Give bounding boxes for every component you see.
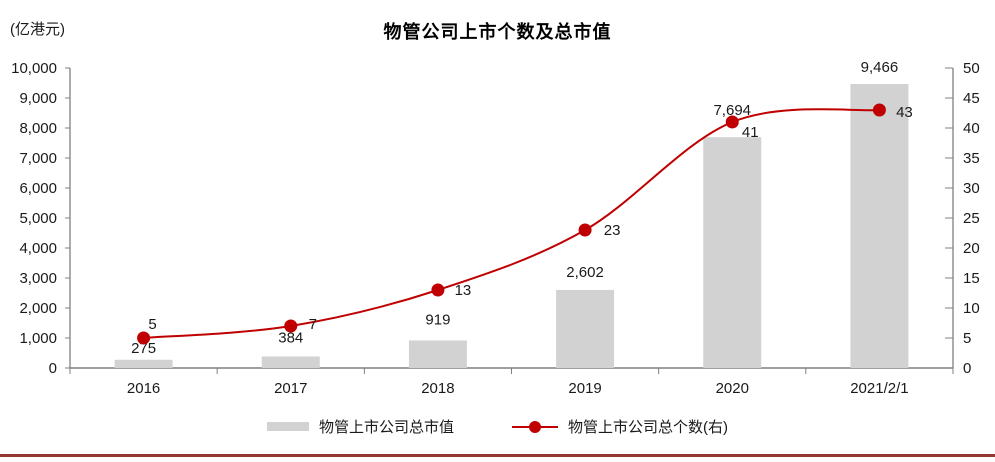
right-axis-tick-label: 15 [963,270,980,287]
bottom-accent-rule [0,454,995,457]
bar-data-label: 9,466 [861,59,899,76]
x-axis-category-label: 2018 [421,380,454,397]
bar-data-label: 919 [425,311,450,328]
left-axis-tick-label: 3,000 [19,270,57,287]
left-axis-tick-label: 10,000 [11,60,57,77]
right-axis-tick-label: 45 [963,90,980,107]
line-data-label: 13 [455,282,472,299]
left-axis-tick-label: 6,000 [19,180,57,197]
bar-data-label: 384 [278,329,303,346]
chart-title: 物管公司上市个数及总市值 [383,22,612,42]
line-data-label: 41 [742,124,759,141]
chart-legend: 物管上市公司总市值 物管上市公司总个数(右) [0,416,995,437]
x-axis-category-label: 2020 [716,380,749,397]
bar-2017 [261,356,320,368]
right-axis-tick-label: 10 [963,300,980,317]
bar-2020 [703,137,762,368]
line-marker-2019 [578,223,592,237]
bar-data-label: 2,602 [566,264,604,281]
bar-data-label: 275 [131,340,156,357]
right-axis-tick-label: 5 [963,330,971,347]
legend-label-market-cap: 物管上市公司总市值 [318,419,454,436]
bar-2021/2/1 [850,84,909,369]
left-axis-tick-label: 7,000 [19,150,57,167]
line-data-label: 5 [148,316,156,333]
right-axis-tick-label: 35 [963,150,980,167]
x-axis-category-label: 2019 [568,380,601,397]
line-marker-2016 [137,331,151,345]
line-marker-2017 [284,319,298,333]
right-axis-tick-label: 25 [963,210,980,227]
legend-label-company-count: 物管上市公司总个数(右) [568,419,728,436]
bar-2016 [114,359,173,368]
bar-series-swatch-icon [266,422,309,431]
right-axis-tick-label: 40 [963,120,980,137]
legend-item-company-count: 物管上市公司总个数(右) [512,416,728,437]
line-data-label: 43 [896,104,913,121]
bar-2018 [408,340,467,368]
left-axis-tick-label: 0 [49,360,57,377]
right-axis-tick-label: 20 [963,240,980,257]
left-axis-tick-label: 1,000 [19,330,57,347]
left-axis-tick-label: 5,000 [19,210,57,227]
right-axis-tick-label: 30 [963,180,980,197]
bar-2019 [556,289,615,368]
line-marker-2020 [725,115,739,129]
left-axis-tick-label: 4,000 [19,240,57,257]
line-series-path [143,108,880,339]
line-marker-2021/2/1 [872,103,886,117]
line-data-label: 7 [309,316,317,333]
left-axis-tick-label: 8,000 [19,120,57,137]
right-axis-tick-label: 50 [963,60,980,77]
x-axis-category-label: 2021/2/1 [850,380,908,397]
left-axis-tick-label: 2,000 [19,300,57,317]
line-marker-2018 [431,283,445,297]
x-axis-category-label: 2016 [127,380,160,397]
line-series-swatch-icon [512,420,558,433]
left-axis-tick-label: 9,000 [19,90,57,107]
bar-data-label: 7,694 [713,102,751,119]
x-axis-category-label: 2017 [274,380,307,397]
right-axis-tick-label: 0 [963,360,971,377]
legend-item-market-cap: 物管上市公司总市值 [266,416,454,437]
left-axis-unit-label: (亿港元) [10,21,65,38]
line-data-label: 23 [604,222,621,239]
